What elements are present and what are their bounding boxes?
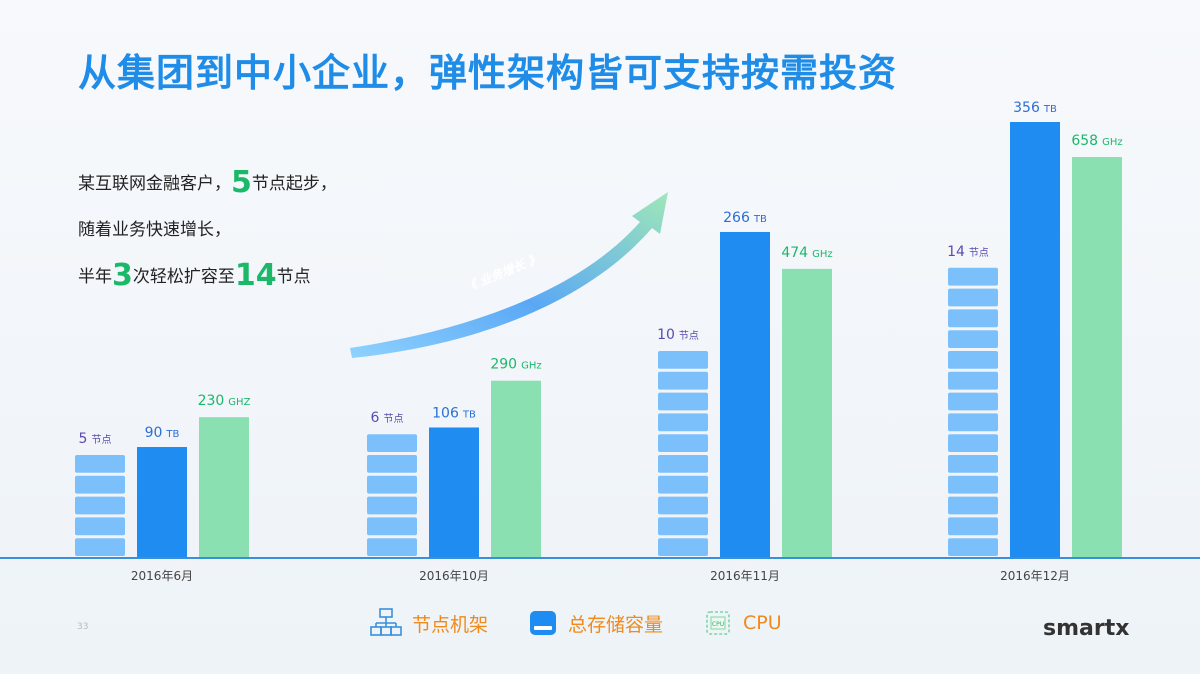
intro-expand-count: 3 [112,258,133,293]
node-bar-segment [948,455,998,473]
intro-line-2: 随着业务快速增长， [78,220,231,240]
node-bar-segment [367,538,417,556]
node-bar-segment [367,455,417,473]
category-label: 2016年10月 [419,569,489,583]
legend-label-storage: 总存储容量 [568,613,664,636]
node-count-label: 6 节点 [371,410,404,426]
node-bar-segment [948,392,998,411]
cpu-bar [199,417,249,557]
node-count-label: 5 节点 [79,431,112,447]
cpu-value-label: 658 GHz [1071,133,1122,149]
node-bar-segment [658,455,708,473]
cpu-bar [491,380,541,557]
node-bar-segment [948,413,998,432]
category-label: 2016年12月 [1000,569,1070,583]
intro-line-3-c: 节点 [276,267,311,287]
legend-label-nodes: 节点机架 [412,613,489,636]
storage-value-label: 266 TB [723,210,767,226]
storage-bar [720,231,770,557]
node-bar-segment [948,434,998,452]
intro-text: 某互联网金融客户，5节点起步， 随着业务快速增长， 半年3次轻松扩容至14节点 [78,160,337,300]
node-bar-segment [948,475,998,494]
storage-bar [1010,122,1060,557]
legend-item-nodes: 节点机架 [370,608,488,638]
node-bar-segment [75,496,125,515]
node-bar-segment [948,309,998,328]
storage-value-label: 356 TB [1013,100,1057,116]
legend-item-cpu: CPU CPU [703,608,782,638]
node-bar-segment [658,413,708,432]
node-bar-segment [658,434,708,452]
category-label: 2016年6月 [131,569,193,583]
storage-value-label: 106 TB [432,405,476,421]
legend-label-cpu: CPU [743,612,782,634]
cpu-bar [782,268,832,557]
page-number: 33 [77,622,89,632]
node-bar-segment [367,475,417,494]
node-bar-segment [948,538,998,556]
brand-logo: smartx [1043,616,1130,641]
node-bar-segment [948,371,998,390]
node-bar-segment [75,538,125,556]
intro-line-1: 某互联网金融客户，5节点起步， [78,160,337,207]
node-bar-segment [948,351,998,369]
intro-line-1-post: 节点起步， [251,174,337,194]
node-bar-segment [658,371,708,390]
node-rack-icon [370,608,402,636]
cpu-value-label: 290 GHz [490,357,541,373]
node-bar-segment [658,475,708,494]
node-bar-segment [75,517,125,536]
cpu-value-label: 230 GHZ [198,393,251,409]
node-bar-segment [948,330,998,348]
category-label: 2016年11月 [710,569,780,583]
node-bar-segment [658,517,708,536]
node-bar-segment [658,351,708,369]
intro-final-nodes: 14 [234,258,277,293]
storage-bar [429,427,479,557]
node-bar-segment [948,267,998,286]
storage-value-label: 90 TB [145,425,180,441]
intro-start-nodes: 5 [231,165,252,200]
cpu-icon-text: CPU [712,621,724,628]
intro-line-3: 半年3次轻松扩容至14节点 [78,253,337,300]
node-bar-segment [658,496,708,515]
node-bar-segment [75,455,125,473]
node-count-label: 10 节点 [657,327,699,343]
intro-line-3-a: 半年 [78,267,112,287]
cpu-chip-icon: CPU [706,611,730,635]
node-count-label: 14 节点 [947,244,989,260]
node-bar-segment [367,517,417,536]
cpu-bar [1072,157,1122,557]
node-bar-segment [948,496,998,515]
node-bar-segment [367,496,417,515]
page-title: 从集团到中小企业，弹性架构皆可支持按需投资 [78,51,898,95]
legend-item-storage: 总存储容量 [528,608,663,638]
node-bar-segment [658,392,708,411]
cpu-value-label: 474 GHz [781,245,832,261]
node-bar-segment [367,434,417,452]
node-bar-segment [75,475,125,494]
node-bar-segment [948,517,998,536]
legend: 节点机架 总存储容量 CPU CPU [370,608,822,638]
node-bar-segment [948,288,998,307]
storage-bar [137,447,187,557]
node-bar-segment [658,538,708,556]
intro-line-1-pre: 某互联网金融客户， [78,174,231,194]
storage-drive-icon [530,611,557,635]
intro-line-3-b: 次轻松扩容至 [132,267,235,287]
